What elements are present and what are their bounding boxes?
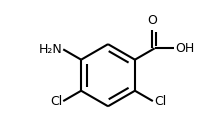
Text: H₂N: H₂N: [39, 43, 62, 56]
Text: O: O: [147, 14, 157, 27]
Text: Cl: Cl: [50, 95, 62, 108]
Text: Cl: Cl: [154, 95, 166, 108]
Text: OH: OH: [175, 42, 194, 55]
